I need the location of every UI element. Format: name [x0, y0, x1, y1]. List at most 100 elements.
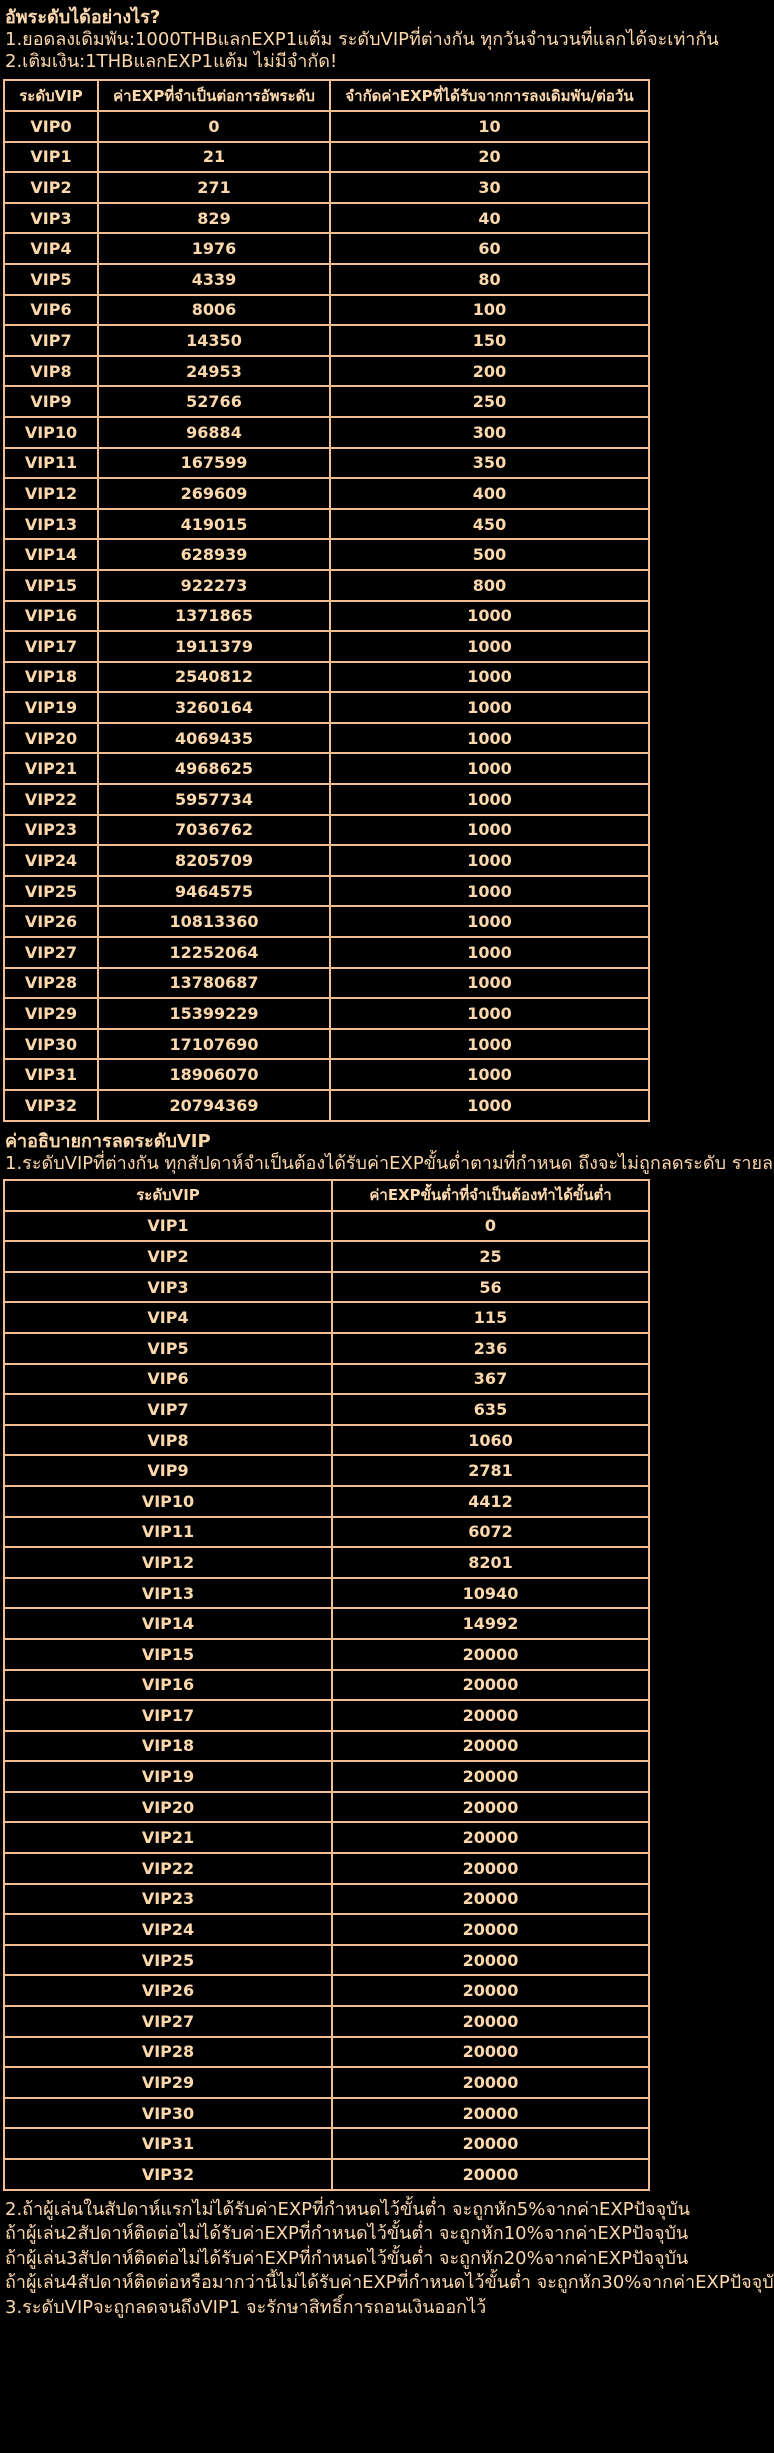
- column-header: ระดับVIP: [3, 79, 99, 112]
- exp-value-cell: 0: [331, 1209, 650, 1243]
- upgrade-table: ระดับVIP ค่าEXPที่จำเป็นต่อการอัพระดับ จำก…: [3, 79, 650, 1122]
- table-row: VIP5 236: [3, 1331, 650, 1365]
- vip-level-cell: VIP3: [3, 201, 99, 235]
- exp-value-cell: 10: [329, 110, 650, 143]
- vip-level-cell: VIP4: [3, 1301, 333, 1334]
- exp-value-cell: 1000: [329, 966, 650, 1000]
- exp-value-cell: 271: [97, 171, 331, 204]
- table-row: VIP31 18906070 1000: [3, 1058, 650, 1091]
- vip-level-cell: VIP14: [3, 538, 99, 571]
- vip-level-cell: VIP12: [3, 1546, 333, 1579]
- vip-level-cell: VIP29: [3, 997, 99, 1030]
- exp-value-cell: 10813360: [97, 905, 331, 939]
- table-row: VIP11 6072: [3, 1515, 650, 1549]
- downgrade-section: ค่าอธิบายการลดระดับVIP 1.ระดับVIPที่ต่าง…: [5, 1130, 774, 1175]
- vip-level-cell: VIP24: [3, 844, 99, 877]
- exp-value-cell: 0: [97, 110, 331, 143]
- vip-level-cell: VIP25: [3, 874, 99, 908]
- exp-value-cell: 1000: [329, 721, 650, 755]
- exp-value-cell: 829: [97, 201, 331, 235]
- vip-level-cell: VIP26: [3, 905, 99, 939]
- table-row: VIP24 20000: [3, 1913, 650, 1946]
- vip-level-cell: VIP6: [3, 1362, 333, 1396]
- table-row: VIP12 269609 400: [3, 477, 650, 510]
- vip-level-cell: VIP15: [3, 1637, 333, 1671]
- vip-level-cell: VIP30: [3, 2096, 333, 2130]
- vip-level-cell: VIP14: [3, 1607, 333, 1640]
- exp-value-cell: 20000: [331, 1637, 650, 1671]
- exp-value-cell: 52766: [97, 385, 331, 418]
- exp-value-cell: 20000: [331, 1913, 650, 1946]
- exp-value-cell: 1000: [329, 936, 650, 969]
- exp-value-cell: 300: [329, 415, 650, 449]
- vip-info-page: อัพระดับได้อย่างไร? 1.ยอดลงเดิมพัน:1000T…: [3, 7, 774, 2318]
- exp-value-cell: 8205709: [97, 844, 331, 877]
- exp-value-cell: 200: [329, 354, 650, 388]
- exp-value-cell: 150: [329, 324, 650, 357]
- vip-level-cell: VIP28: [3, 2035, 333, 2069]
- table-row: VIP17 1911379 1000: [3, 630, 650, 663]
- exp-value-cell: 115: [331, 1301, 650, 1334]
- vip-level-cell: VIP22: [3, 1852, 333, 1885]
- vip-level-cell: VIP13: [3, 507, 99, 541]
- exp-value-cell: 14350: [97, 324, 331, 357]
- exp-value-cell: 12252064: [97, 936, 331, 969]
- table-row: VIP30 20000: [3, 2096, 650, 2130]
- table-row: VIP27 20000: [3, 2005, 650, 2038]
- vip-level-cell: VIP6: [3, 293, 99, 327]
- vip-level-cell: VIP31: [3, 1058, 99, 1091]
- exp-value-cell: 250: [329, 385, 650, 418]
- vip-level-cell: VIP21: [3, 752, 99, 786]
- exp-value-cell: 21: [97, 140, 331, 174]
- exp-value-cell: 1000: [329, 1058, 650, 1091]
- exp-value-cell: 1000: [329, 905, 650, 939]
- vip-level-cell: VIP11: [3, 1515, 333, 1549]
- exp-value-cell: 100: [329, 293, 650, 327]
- vip-level-cell: VIP5: [3, 262, 99, 296]
- vip-level-cell: VIP15: [3, 568, 99, 602]
- table-row: VIP23 7036762 1000: [3, 813, 650, 847]
- exp-value-cell: 450: [329, 507, 650, 541]
- exp-value-cell: 20: [329, 140, 650, 174]
- table-row: VIP25 20000: [3, 1943, 650, 1977]
- vip-level-cell: VIP1: [3, 140, 99, 174]
- table-row: VIP22 5957734 1000: [3, 783, 650, 816]
- vip-level-cell: VIP23: [3, 813, 99, 847]
- exp-value-cell: 2540812: [97, 660, 331, 694]
- vip-level-cell: VIP29: [3, 2066, 333, 2099]
- exp-value-cell: 367: [331, 1362, 650, 1396]
- vip-level-cell: VIP3: [3, 1270, 333, 1304]
- table-row: VIP2 25: [3, 1240, 650, 1273]
- exp-value-cell: 1000: [329, 1089, 650, 1122]
- downgrade-table: ระดับVIP ค่าEXPขั้นต่ำที่จำเป็นต้องทำได้ข…: [3, 1178, 650, 2191]
- vip-level-cell: VIP19: [3, 1760, 333, 1793]
- table-row: VIP18 20000: [3, 1729, 650, 1763]
- exp-value-cell: 3260164: [97, 691, 331, 724]
- exp-value-cell: 18906070: [97, 1058, 331, 1091]
- exp-value-cell: 500: [329, 538, 650, 571]
- exp-value-cell: 1000: [329, 1027, 650, 1061]
- table-row: VIP10 4412: [3, 1484, 650, 1518]
- vip-level-cell: VIP21: [3, 1821, 333, 1855]
- exp-value-cell: 2781: [331, 1454, 650, 1487]
- exp-value-cell: 1000: [329, 874, 650, 908]
- vip-level-cell: VIP22: [3, 783, 99, 816]
- table-row: VIP10 96884 300: [3, 415, 650, 449]
- exp-value-cell: 17107690: [97, 1027, 331, 1061]
- exp-value-cell: 80: [329, 262, 650, 296]
- vip-level-cell: VIP7: [3, 324, 99, 357]
- table-row: VIP8 1060: [3, 1423, 650, 1457]
- level-up-rule-1: 1.ยอดลงเดิมพัน:1000THBแลกEXP1แต้ม ระดับV…: [5, 29, 719, 50]
- vip-level-cell: VIP16: [3, 1668, 333, 1702]
- table-row: VIP29 15399229 1000: [3, 997, 650, 1030]
- column-header: ระดับVIP: [3, 1178, 333, 1212]
- vip-level-cell: VIP18: [3, 660, 99, 694]
- vip-level-cell: VIP19: [3, 691, 99, 724]
- table-row: VIP13 419015 450: [3, 507, 650, 541]
- vip-level-cell: VIP18: [3, 1729, 333, 1763]
- exp-value-cell: 13780687: [97, 966, 331, 1000]
- exp-value-cell: 1000: [329, 813, 650, 847]
- table-row: VIP6 367: [3, 1362, 650, 1396]
- table-row: VIP23 20000: [3, 1882, 650, 1916]
- note-line: ถ้าผู้เล่น2สัปดาห์ติดต่อไม่ได้รับค่าEXPท…: [5, 2223, 689, 2245]
